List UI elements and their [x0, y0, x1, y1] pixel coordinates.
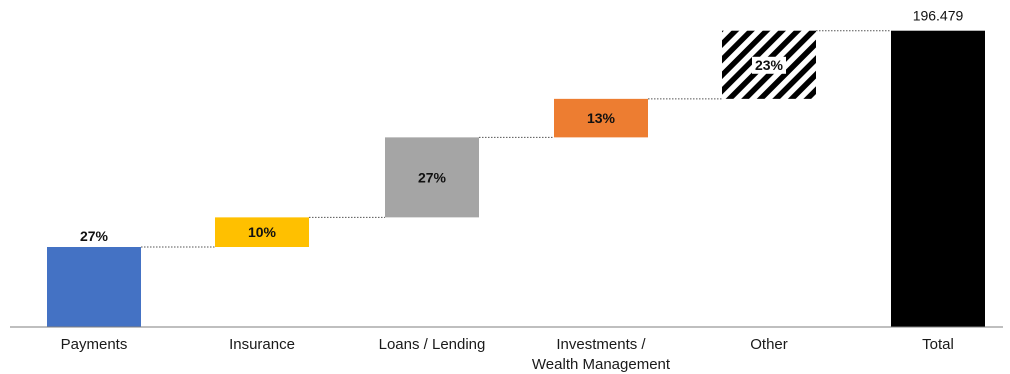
category-label: Investments / — [556, 336, 646, 353]
data-label: 27% — [418, 169, 447, 185]
data-label: 10% — [248, 224, 277, 240]
category-label: Payments — [61, 336, 128, 353]
category-labels: Payments Insurance Loans / Lending Investme… — [61, 336, 954, 373]
category-label: Wealth Management — [532, 356, 671, 373]
bars — [47, 30, 985, 328]
data-label: 27% — [80, 228, 109, 244]
category-label: Other — [750, 336, 788, 353]
bar-total — [891, 30, 985, 328]
label-background — [752, 56, 786, 74]
category-label: Insurance — [229, 336, 295, 353]
bar-4 — [554, 98, 648, 138]
total-label: 196.479 — [913, 8, 964, 24]
data-labels: 27% 10% 27% 13% 23% 196.479 — [80, 8, 964, 244]
bar-1 — [47, 247, 141, 327]
bar-2 — [215, 217, 309, 248]
data-label: 13% — [587, 110, 616, 126]
category-label: Loans / Lending — [379, 336, 486, 353]
category-label: Total — [922, 336, 954, 353]
data-label: 23% — [755, 57, 784, 73]
bar-3 — [385, 137, 479, 218]
connector-lines — [141, 30, 891, 248]
